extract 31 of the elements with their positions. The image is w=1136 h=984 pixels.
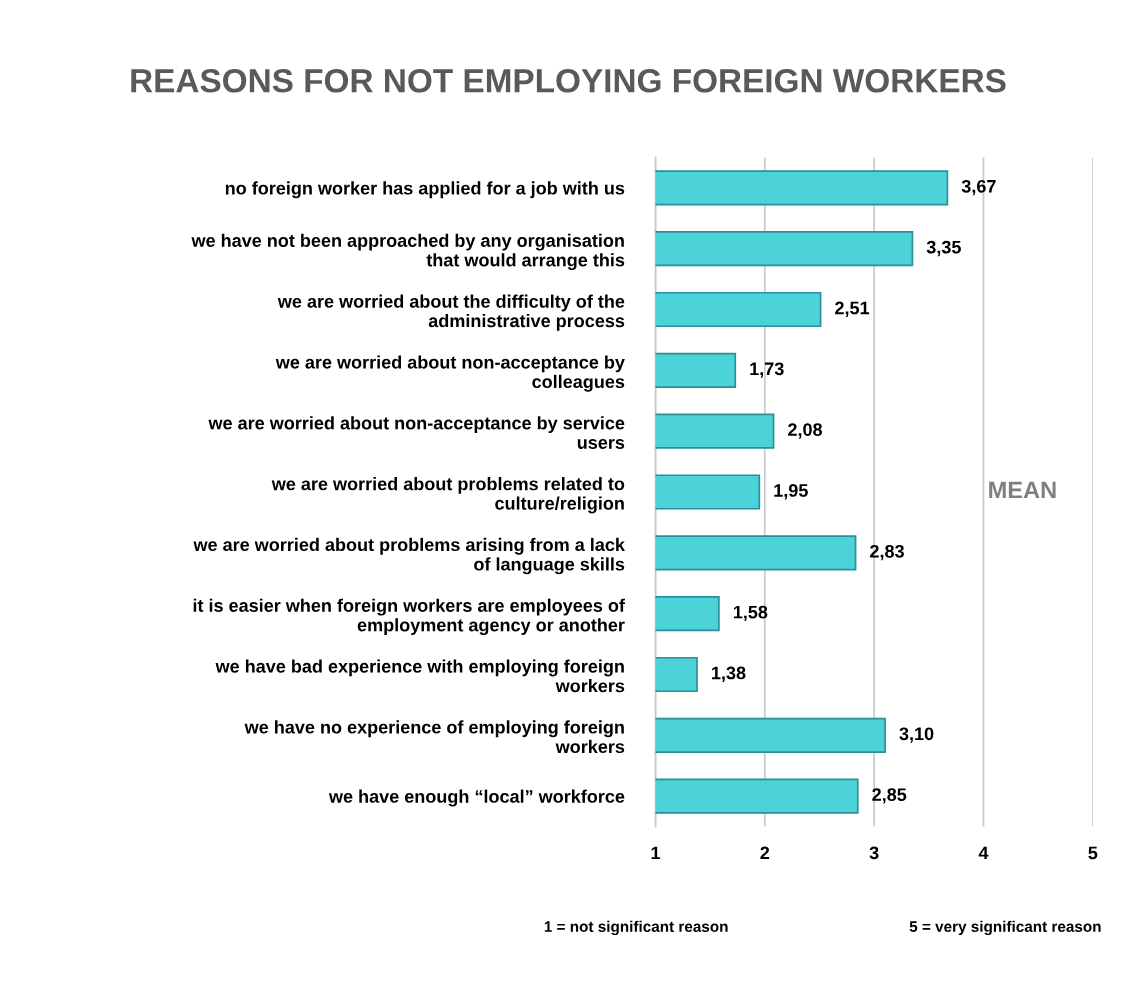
text: 5 = very significant reason [909, 920, 1101, 936]
y-tick-label: we are worried about non-acceptance by colleagues [275, 355, 625, 392]
x-tick-label: 1 [651, 846, 660, 860]
data-label: 3,35 [926, 240, 961, 257]
data-label: 3,67 [961, 179, 996, 196]
y-tick-label: we have enough “local” workforce [328, 789, 625, 807]
x-tick-label: 2 [760, 846, 770, 860]
annotation: MEAN [989, 481, 1056, 499]
y-tick-label: we are worried about problems arising from a lack of language skills [193, 537, 625, 575]
y-tick-label: we are worried about problems related to culture/religion [271, 477, 625, 514]
y-tick-label: we are worried about non-acceptance by service users [208, 416, 625, 449]
data-label: 2,51 [835, 301, 870, 317]
data-label: 2,83 [870, 544, 904, 561]
y-tick-label: we have bad experience with employing foreign workers [215, 659, 625, 693]
data-label: 2,85 [872, 788, 907, 804]
x-tick-label: 3 [869, 846, 879, 860]
data-label: 1,73 [750, 362, 784, 378]
y-tick-label: it is easier when foreign workers are employees of employment agency or another [193, 598, 625, 636]
x-tick-label: 5 [1088, 846, 1098, 860]
data-label: 3,10 [899, 727, 934, 743]
x-tick-label: 4 [978, 846, 989, 860]
y-tick-label: no foreign worker has applied for a job with us [225, 181, 625, 199]
y-tick-label: we have not been approached by any organisation that would arrange this [191, 233, 625, 271]
y-tick-label: we have no experience of employing foreign workers [244, 720, 625, 754]
data-label: 1,58 [733, 605, 768, 622]
data-label: 1,38 [712, 666, 746, 682]
y-tick-label: we are worried about the difficulty of the administrative process [277, 294, 625, 331]
data-label: 1,95 [774, 484, 808, 500]
chart-title: REASONS FOR NOT EMPLOYING FOREIGN WORKERS [131, 68, 1006, 93]
data-label: 2,08 [788, 423, 823, 439]
text: 1 = not significant reason [544, 920, 728, 936]
